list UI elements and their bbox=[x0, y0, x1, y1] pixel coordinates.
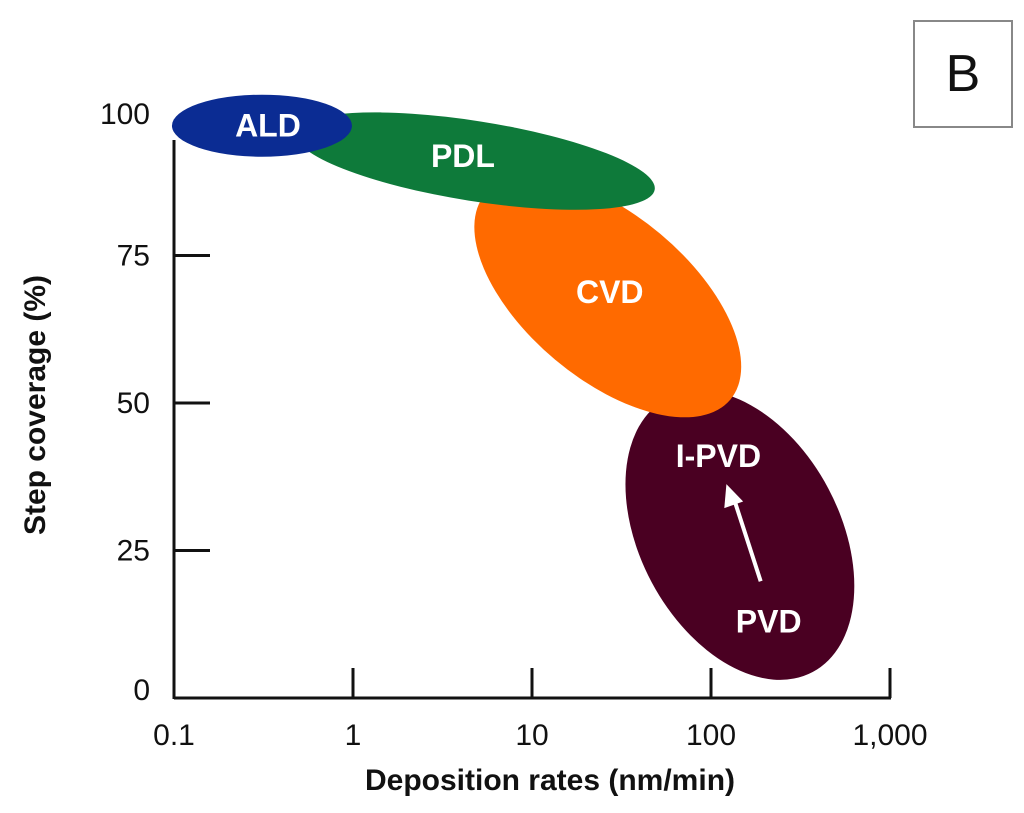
region-cvd bbox=[474, 176, 742, 418]
x-tick-label: 10 bbox=[515, 719, 548, 752]
x-axis-title: Deposition rates (nm/min) bbox=[365, 764, 735, 797]
axes: 0.1 1 10 100 1,000 0 25 50 75 100 bbox=[100, 98, 928, 752]
y-tick-label: 0 bbox=[133, 674, 150, 707]
region-pdl bbox=[295, 112, 655, 210]
annotation-pvd: PVD bbox=[736, 603, 802, 639]
x-tick-label: 1 bbox=[345, 719, 362, 752]
region-label-cvd: CVD bbox=[576, 274, 644, 310]
annotations: I-PVD PVD bbox=[676, 438, 802, 639]
region-label-pdl: PDL bbox=[431, 138, 495, 174]
y-tick-label: 100 bbox=[100, 98, 150, 131]
region-pvd bbox=[625, 390, 855, 680]
arrow-head bbox=[724, 484, 744, 509]
x-tick-label: 100 bbox=[686, 719, 736, 752]
y-tick-label: 50 bbox=[117, 387, 150, 420]
regions: CVD PDL ALD bbox=[171, 94, 855, 680]
annotation-i-pvd: I-PVD bbox=[676, 438, 761, 474]
panel-label: B bbox=[913, 20, 1013, 128]
y-axis-title: Step coverage (%) bbox=[19, 275, 52, 535]
y-tick-label: 25 bbox=[117, 535, 150, 568]
y-tick-label: 75 bbox=[117, 240, 150, 273]
x-tick-label: 1,000 bbox=[852, 719, 927, 752]
arrow-line bbox=[730, 493, 763, 582]
region-ald bbox=[171, 94, 352, 157]
x-tick-label: 0.1 bbox=[153, 719, 195, 752]
region-label-ald: ALD bbox=[235, 108, 301, 144]
